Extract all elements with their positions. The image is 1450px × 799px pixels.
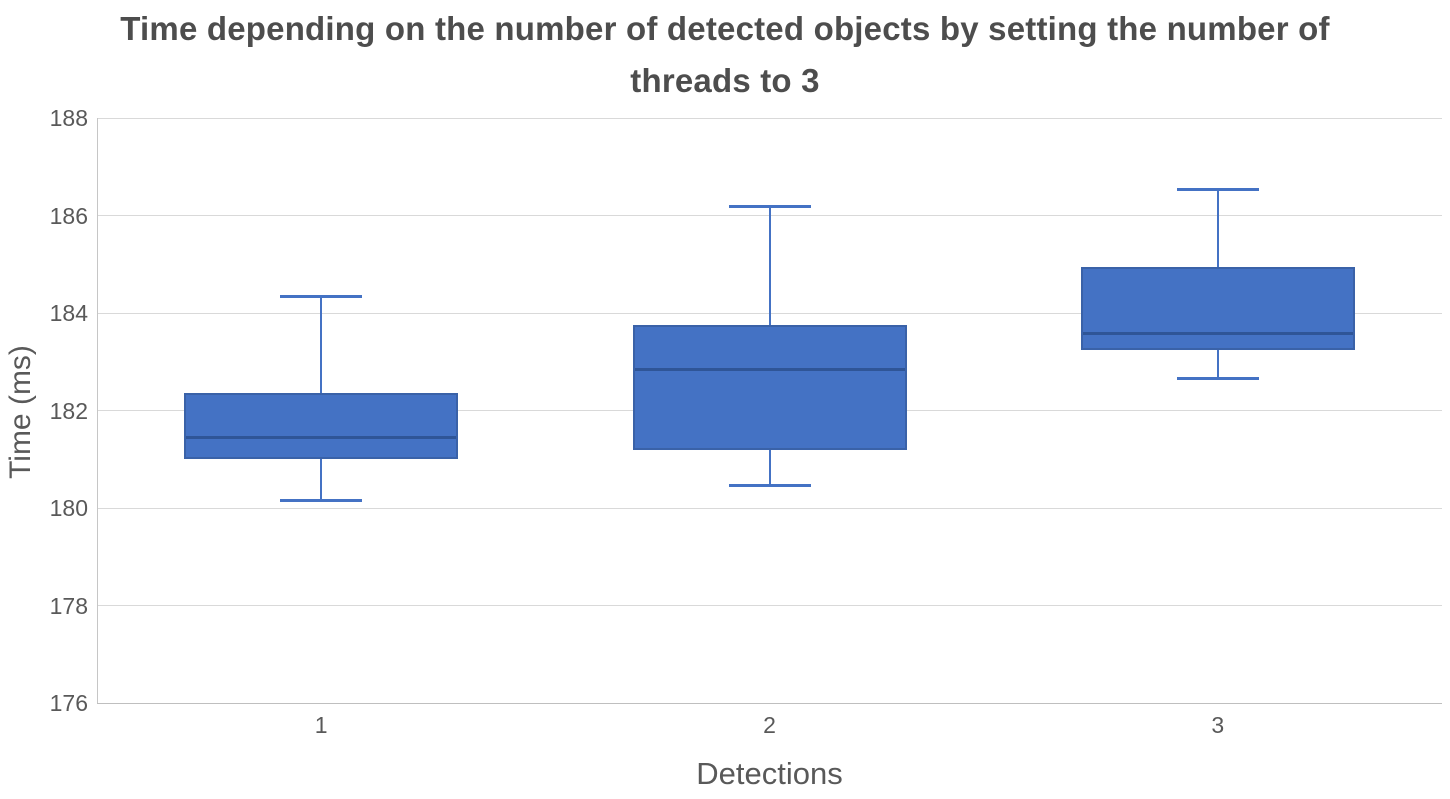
whisker-cap-bottom: [1176, 376, 1259, 380]
chart-title: Time depending on the number of detected…: [120, 10, 1330, 99]
whisker-upper-line: [1216, 188, 1219, 267]
whisker-lower-line: [320, 459, 323, 501]
gridline: [97, 605, 1442, 606]
whisker-cap-top: [728, 204, 811, 208]
whisker-cap-bottom: [728, 484, 811, 488]
y-tick-label: 176: [49, 690, 88, 716]
y-tick-label: 180: [49, 495, 88, 521]
x-tick-label-2: 2: [763, 712, 776, 738]
gridline: [97, 702, 1442, 704]
median-line: [634, 368, 905, 372]
x-axis-title: Detections: [696, 756, 843, 791]
gridline: [97, 117, 1442, 119]
y-tick-label: 178: [49, 592, 88, 619]
y-tick-label: 182: [49, 397, 88, 424]
whisker-upper-line: [768, 205, 771, 326]
y-tick-label: 184: [49, 300, 88, 326]
whisker-cap-top: [280, 294, 363, 298]
whisker-lower-line: [768, 449, 771, 487]
whisker-upper-line: [320, 295, 323, 394]
whisker-cap-bottom: [280, 498, 363, 502]
gridline: [97, 507, 1442, 509]
median-line: [186, 436, 457, 440]
y-axis-line: [97, 118, 98, 703]
y-tick-label: 186: [49, 202, 88, 229]
x-tick-label-1: 1: [314, 712, 328, 738]
box-2: [632, 325, 907, 450]
median-line: [1082, 331, 1353, 335]
y-tick-label: 188: [49, 105, 88, 131]
plot-area: [97, 117, 1442, 704]
whisker-cap-top: [1176, 187, 1259, 191]
box-1: [184, 393, 459, 460]
whisker-lower-line: [1216, 349, 1219, 379]
box-3: [1080, 266, 1355, 350]
x-tick-label-3: 3: [1211, 712, 1225, 738]
